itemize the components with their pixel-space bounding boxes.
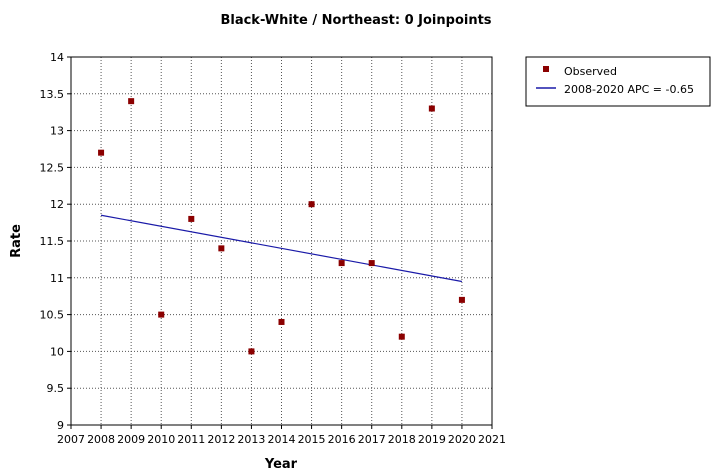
observed-point — [218, 245, 225, 252]
observed-point — [338, 260, 345, 267]
observed-point — [368, 260, 375, 267]
x-tick-label: 2015 — [298, 433, 326, 446]
x-tick-label: 2018 — [388, 433, 416, 446]
x-tick-label: 2013 — [237, 433, 265, 446]
y-tick-label: 14 — [50, 51, 64, 64]
x-tick-label: 2012 — [207, 433, 235, 446]
observed-point — [428, 105, 435, 112]
y-tick-label: 11 — [50, 272, 64, 285]
observed-point — [128, 98, 135, 105]
observed-point — [158, 311, 165, 318]
legend-box — [525, 56, 711, 107]
observed-point — [98, 149, 105, 156]
y-tick-label: 13.5 — [40, 88, 65, 101]
x-tick-label: 2020 — [448, 433, 476, 446]
y-tick-label: 9.5 — [47, 382, 65, 395]
observed-point — [398, 333, 405, 340]
grid — [71, 57, 492, 425]
observed-point — [188, 215, 195, 222]
y-tick-label: 12.5 — [40, 161, 65, 174]
x-tick-label: 2014 — [268, 433, 296, 446]
y-tick-label: 9 — [57, 419, 64, 432]
trend-line — [100, 214, 463, 283]
legend-observed-label: Observed — [564, 65, 617, 78]
y-tick-label: 12 — [50, 198, 64, 211]
x-tick-label: 2007 — [57, 433, 85, 446]
observed-point — [458, 296, 465, 303]
chart-title: Black-White / Northeast: 0 Joinpoints — [220, 13, 491, 28]
y-tick-label: 10.5 — [40, 309, 65, 322]
y-axis-title: Rate — [9, 224, 24, 258]
legend-observed-marker — [543, 66, 549, 72]
x-tick-label: 2010 — [147, 433, 175, 446]
x-tick-label: 2021 — [478, 433, 506, 446]
x-tick-label: 2017 — [358, 433, 386, 446]
observed-point — [308, 201, 315, 208]
axis-ticks: 2007 2008 2009 2010 2011 2012 2013 2014 2015 2016… — [40, 51, 507, 446]
x-tick-label: 2011 — [177, 433, 205, 446]
x-axis-title: Year — [264, 457, 298, 472]
x-tick-label: 2019 — [418, 433, 446, 446]
x-tick-label: 2009 — [117, 433, 145, 446]
legend-trend-label: 2008-2020 APC = -0.65 — [564, 83, 694, 96]
plot-data — [98, 98, 465, 355]
x-tick-label: 2008 — [87, 433, 115, 446]
y-tick-label: 13 — [50, 125, 64, 138]
x-tick-label: 2016 — [328, 433, 356, 446]
plot-frame — [70, 56, 493, 426]
observed-point — [278, 318, 285, 325]
observed-point — [248, 348, 255, 355]
y-tick-label: 11.5 — [40, 235, 65, 248]
y-tick-label: 10 — [50, 345, 64, 358]
legend: Observed 2008-2020 APC = -0.65 — [525, 56, 711, 107]
